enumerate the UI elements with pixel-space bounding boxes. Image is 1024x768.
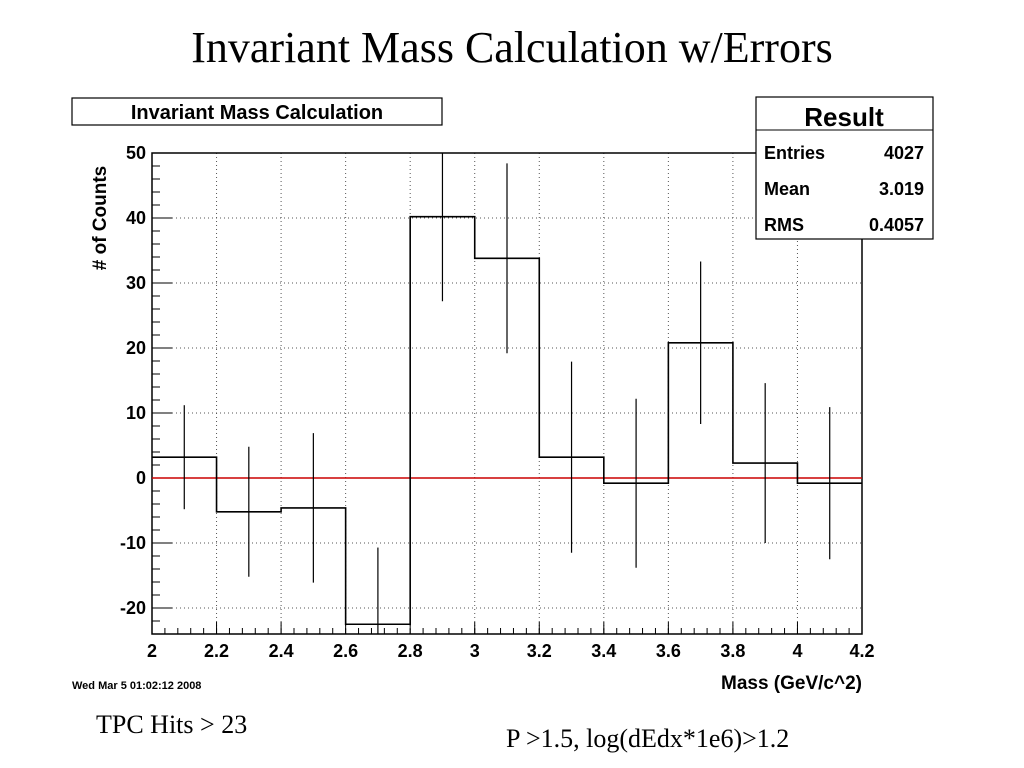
y-tick-label: 20: [126, 338, 146, 358]
stats-title: Result: [804, 102, 884, 132]
y-axis-label: # of Counts: [90, 166, 111, 271]
stats-value-rms: 0.4057: [869, 215, 924, 235]
y-tick-label: -10: [120, 533, 146, 553]
stats-label-rms: RMS: [764, 215, 804, 235]
note-momentum-cut: P >1.5, log(dEdx*1e6)>1.2: [506, 724, 790, 753]
y-tick-label: 0: [136, 468, 146, 488]
note-tpc-hits: TPC Hits > 23: [96, 710, 248, 739]
x-tick-label: 4.2: [849, 641, 874, 661]
y-tick-label: 10: [126, 403, 146, 423]
y-tick-label: 30: [126, 273, 146, 293]
x-tick-label: 3.8: [720, 641, 745, 661]
y-tick-label: 50: [126, 143, 146, 163]
error-bar-layer: [183, 153, 831, 634]
x-axis-label: Mass (GeV/c^2): [721, 673, 862, 694]
x-tick-label: 2.8: [398, 641, 423, 661]
x-tick-label: 3: [470, 641, 480, 661]
x-tick-label: 3.6: [656, 641, 681, 661]
slide-title: Invariant Mass Calculation w/Errors: [191, 23, 833, 72]
stats-value-mean: 3.019: [879, 179, 924, 199]
x-tick-label: 2.6: [333, 641, 358, 661]
x-tick-label: 3.2: [527, 641, 552, 661]
stats-value-entries: 4027: [884, 143, 924, 163]
x-tick-label: 3.4: [591, 641, 616, 661]
y-tick-labels: -20 -10 0 10 20 30 40 50: [120, 143, 146, 618]
stats-box: Result Entries 4027 Mean 3.019 RMS 0.405…: [755, 96, 934, 240]
chart-title: Invariant Mass Calculation: [131, 102, 383, 124]
y-tick-label: -20: [120, 598, 146, 618]
y-tick-label: 40: [126, 208, 146, 228]
x-tick-label: 2: [147, 641, 157, 661]
x-tick-label: 2.4: [269, 641, 294, 661]
plot-frame: [151, 152, 863, 635]
chart-title-box: [71, 97, 443, 126]
x-tick-label: 4: [792, 641, 802, 661]
stats-label-entries: Entries: [764, 143, 825, 163]
x-tick-label: 2.2: [204, 641, 229, 661]
stats-label-mean: Mean: [764, 179, 810, 199]
x-tick-labels: 2 2.2 2.4 2.6 2.8 3 3.2 3.4 3.6 3.8 4 4.2: [147, 641, 875, 661]
timestamp: Wed Mar 5 01:02:12 2008: [72, 680, 201, 692]
